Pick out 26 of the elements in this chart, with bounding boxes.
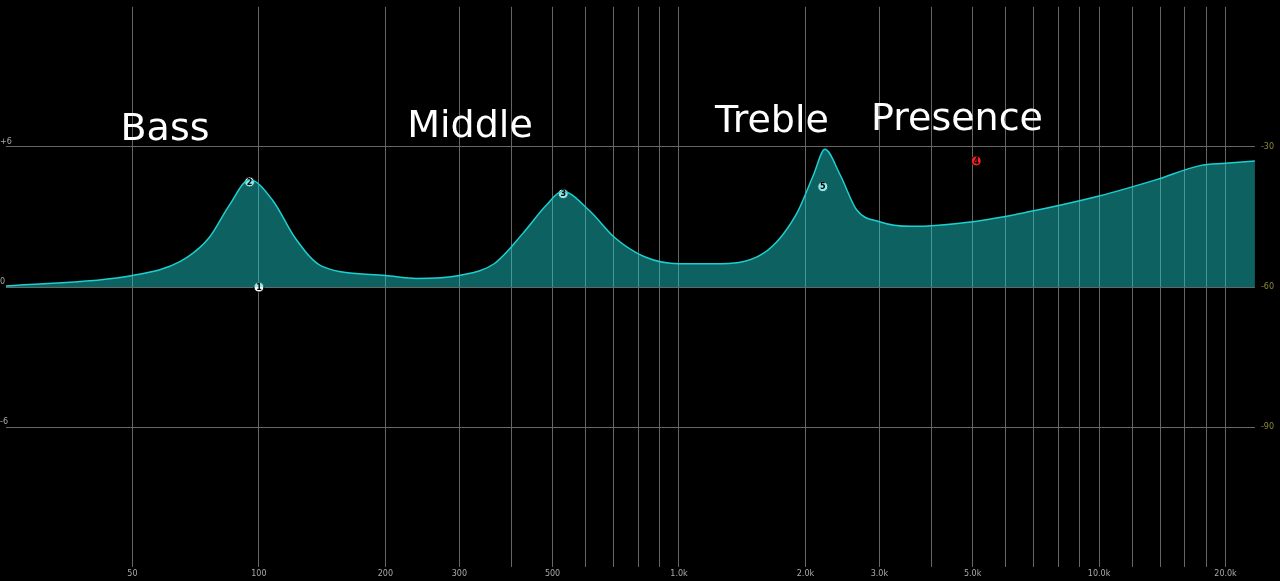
y-tick-label: +6 <box>0 137 12 147</box>
x-tick-label: 200 <box>377 569 394 579</box>
x-tick-label: 20.0k <box>1214 569 1238 579</box>
y-tick-label: -6 <box>0 417 8 427</box>
x-tick-label: 50 <box>127 569 138 579</box>
annotation: Presence <box>871 94 1043 139</box>
x-tick-label: 10.0k <box>1087 569 1111 579</box>
y2-tick-label: -60 <box>1260 282 1275 292</box>
annotation: 2 <box>246 177 253 187</box>
x-tick-label: 500 <box>544 569 561 579</box>
x-tick-label: 100 <box>251 569 267 579</box>
annotation: 4 <box>973 156 980 166</box>
x-tick-label: 3.0k <box>870 569 889 579</box>
x-tick-label: 1.0k <box>670 569 689 579</box>
annotation: Middle <box>407 101 533 146</box>
y-tick-label: 0 <box>0 277 6 287</box>
annotation: 3 <box>560 189 566 199</box>
x-tick-label: 300 <box>451 569 467 579</box>
annotation: 1 <box>256 282 263 292</box>
x-tick-label: 2.0k <box>796 569 815 579</box>
x-tick-label: 5.0k <box>963 569 982 579</box>
annotation: Treble <box>714 96 829 141</box>
annotation: Bass <box>120 104 210 149</box>
y2-tick-label: -90 <box>1260 422 1275 432</box>
annotation: 5 <box>820 182 827 192</box>
y2-tick-label: -30 <box>1260 142 1275 152</box>
